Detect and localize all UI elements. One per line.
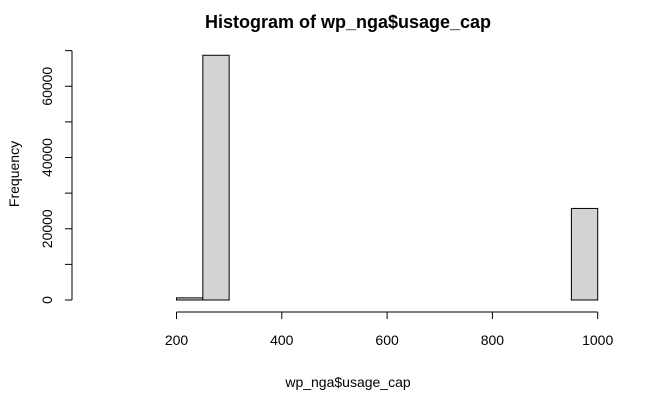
histogram-bar (176, 297, 204, 301)
histogram-bar (570, 207, 599, 301)
y-tick-label: 0 (39, 296, 55, 304)
x-tick-label: 200 (165, 332, 189, 348)
chart-title: Histogram of wp_nga$usage_cap (205, 12, 491, 32)
y-tick-label: 20000 (39, 209, 55, 248)
x-axis: 200 400 600 800 1000 (165, 311, 613, 348)
x-tick-label: 1000 (582, 332, 613, 348)
y-axis: 0 20000 40000 60000 (39, 50, 73, 304)
y-axis-label: Frequency (6, 141, 22, 207)
x-axis-label: wp_nga$usage_cap (284, 374, 411, 390)
x-tick-label: 400 (270, 332, 294, 348)
x-tick-label: 800 (481, 332, 505, 348)
bars-group (176, 54, 599, 301)
y-tick-label: 60000 (39, 67, 55, 106)
histogram-bar (202, 54, 230, 301)
y-tick-label: 40000 (39, 138, 55, 177)
x-tick-label: 600 (375, 332, 399, 348)
